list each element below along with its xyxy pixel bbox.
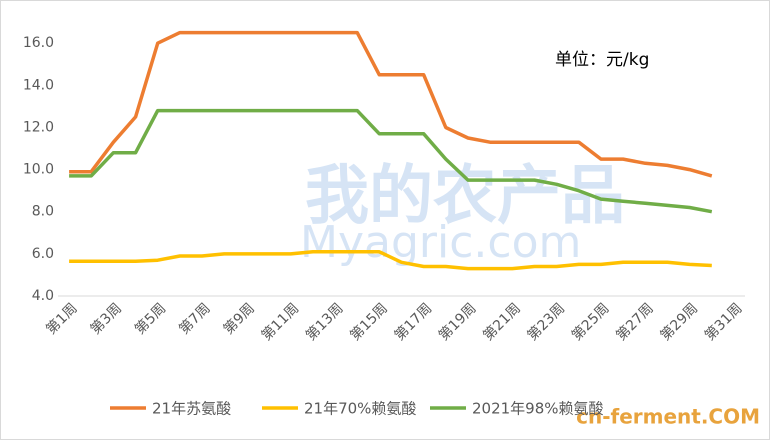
series-line: [69, 108, 713, 214]
legend-label: 21年70%赖氨酸: [304, 400, 416, 418]
annotation: 单位：元/kg: [555, 50, 649, 70]
watermark: cn-ferment.COM: [576, 405, 760, 429]
y-tick-label: 16.0: [23, 35, 54, 51]
legend-label: 21年苏氨酸: [152, 400, 231, 418]
y-tick-label: 14.0: [23, 77, 54, 93]
y-tick-label: 4.0: [32, 288, 54, 304]
y-tick-label: 10.0: [23, 162, 54, 178]
watermark: Myagric.com: [300, 217, 581, 268]
y-tick-label: 8.0: [32, 204, 54, 220]
y-tick-label: 6.0: [32, 246, 54, 262]
watermark: 我的农产品: [305, 160, 625, 234]
legend-label: 2021年98%赖氨酸: [472, 400, 604, 418]
series-line: [69, 30, 713, 178]
y-tick-label: 12.0: [23, 119, 54, 135]
series-line: [69, 250, 712, 271]
